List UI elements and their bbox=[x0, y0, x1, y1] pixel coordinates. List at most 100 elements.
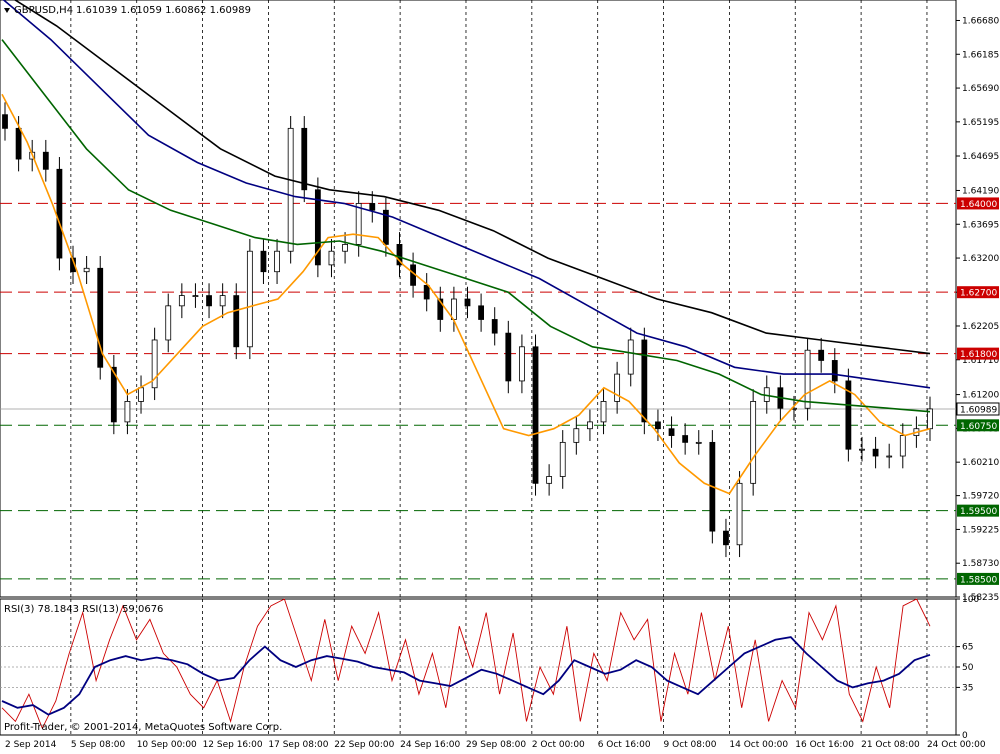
rsi-line bbox=[1, 636, 931, 716]
level-label-box bbox=[957, 286, 999, 299]
candle-down bbox=[42, 151, 49, 170]
y-tick-label: 1.58235 bbox=[962, 593, 999, 603]
candle-up bbox=[899, 435, 906, 457]
y-tick-label: 1.59225 bbox=[962, 525, 999, 535]
x-tick-label: 2 Oct 00:00 bbox=[532, 740, 585, 750]
level-label-text: 1.61800 bbox=[960, 350, 997, 360]
candle-down bbox=[655, 421, 661, 430]
y-tick-label: 1.60210 bbox=[962, 458, 999, 468]
candle-up bbox=[328, 250, 335, 266]
candle-up bbox=[219, 295, 226, 307]
candle-up bbox=[614, 373, 621, 402]
level-label-text: 1.62700 bbox=[960, 289, 997, 299]
triangle-down-icon[interactable] bbox=[4, 8, 10, 13]
x-tick-label: 6 Oct 16:00 bbox=[598, 740, 651, 750]
candle-up bbox=[83, 267, 90, 273]
candle-up bbox=[587, 421, 593, 430]
x-tick-label: 10 Sep 00:00 bbox=[137, 740, 197, 750]
candle-up bbox=[627, 339, 634, 375]
candle-up bbox=[546, 476, 553, 484]
candle-down bbox=[369, 203, 376, 211]
moving-average-line bbox=[1, 39, 931, 413]
candle-down bbox=[56, 168, 63, 259]
x-tick-label: 24 Oct 00:00 bbox=[927, 740, 986, 750]
level-label-box bbox=[957, 419, 999, 432]
candle-down bbox=[314, 189, 321, 266]
price-series bbox=[2, 102, 933, 558]
candle-up bbox=[342, 243, 348, 252]
candle-down bbox=[682, 435, 689, 443]
level-label-text: 1.64000 bbox=[960, 200, 997, 210]
level-label-box bbox=[957, 572, 999, 585]
current-price-text: 1.60989 bbox=[960, 405, 997, 415]
rsi-header: RSI(3) 78.1843 RSI(13) 59.0676 bbox=[4, 604, 163, 615]
x-tick-label: 24 Sep 16:00 bbox=[400, 740, 460, 750]
candle-down bbox=[491, 319, 498, 334]
x-tick-label: 21 Oct 08:00 bbox=[861, 740, 920, 750]
candle-down bbox=[831, 360, 838, 382]
x-tick-label: 17 Sep 08:00 bbox=[268, 740, 328, 750]
level-label-text: 1.59500 bbox=[960, 507, 997, 517]
y-tick-label: 1.66680 bbox=[962, 16, 999, 26]
symbol-label: GBPUSD,H4 bbox=[14, 5, 73, 16]
candle-down bbox=[396, 243, 403, 266]
candle-up bbox=[246, 250, 253, 348]
candle-up bbox=[736, 482, 743, 546]
candle-up bbox=[287, 127, 294, 252]
y-tick-label: 1.61710 bbox=[962, 356, 999, 366]
candle-up bbox=[355, 203, 362, 245]
y-tick-label: 1.58730 bbox=[962, 559, 999, 569]
y-tick-label: 1.62205 bbox=[962, 322, 999, 332]
candle-down bbox=[97, 267, 104, 368]
x-tick-label: 22 Sep 00:00 bbox=[334, 740, 394, 750]
candle-down bbox=[818, 349, 825, 361]
candle-up bbox=[804, 349, 811, 409]
candle-up bbox=[573, 428, 580, 443]
rsi-tick-label: 35 bbox=[962, 683, 973, 693]
moving-average-line bbox=[1, 93, 931, 495]
candle-down bbox=[437, 298, 444, 320]
rsi-line bbox=[1, 598, 931, 730]
level-lines bbox=[0, 202, 956, 580]
rsi-tick-label: 0 bbox=[962, 731, 968, 741]
candle-down bbox=[478, 305, 485, 320]
x-tick-label: 12 Sep 16:00 bbox=[203, 740, 263, 750]
x-tick-label: 5 Sep 08:00 bbox=[71, 740, 126, 750]
candle-up bbox=[274, 250, 280, 273]
level-label-box bbox=[957, 197, 999, 210]
candle-down bbox=[641, 339, 648, 423]
candle-down bbox=[382, 209, 389, 245]
rsi-series bbox=[1, 598, 931, 730]
candle-up bbox=[165, 305, 172, 341]
copyright-text: Profit-Trader, © 2001-2014, MetaQuotes S… bbox=[4, 722, 282, 733]
y-tick-label: 1.63695 bbox=[962, 220, 999, 230]
candle-down bbox=[872, 448, 879, 457]
candle-up bbox=[519, 346, 525, 382]
candle-up bbox=[695, 441, 702, 444]
candle-down bbox=[464, 298, 471, 307]
time-grid bbox=[70, 0, 928, 735]
moving-average-line bbox=[13, 0, 931, 355]
moving-average-line bbox=[2, 0, 931, 389]
ohlc-values: 1.61039 1.61059 1.60862 1.60989 bbox=[76, 5, 251, 16]
rsi-tick-label: 50 bbox=[962, 663, 974, 673]
candle-up bbox=[138, 387, 144, 402]
y-tick-label: 1.65690 bbox=[962, 84, 999, 94]
x-tick-label: 2 Sep 2014 bbox=[5, 740, 57, 750]
candle-down bbox=[301, 127, 308, 191]
x-tick-label: 14 Oct 00:00 bbox=[729, 740, 788, 750]
y-tick-label: 1.65195 bbox=[962, 118, 999, 128]
candle-up bbox=[192, 295, 199, 297]
candle-up bbox=[886, 455, 893, 458]
candle-down bbox=[110, 366, 117, 423]
y-tick-label: 1.66185 bbox=[962, 50, 999, 60]
rsi-tick-label: 65 bbox=[962, 643, 973, 653]
candle-down bbox=[532, 346, 539, 484]
candle-down bbox=[233, 295, 240, 348]
y-tick-label: 1.61200 bbox=[962, 391, 999, 401]
x-tick-label: 9 Oct 08:00 bbox=[664, 740, 717, 750]
y-tick-label: 1.64190 bbox=[962, 186, 999, 196]
candle-down bbox=[845, 380, 852, 450]
